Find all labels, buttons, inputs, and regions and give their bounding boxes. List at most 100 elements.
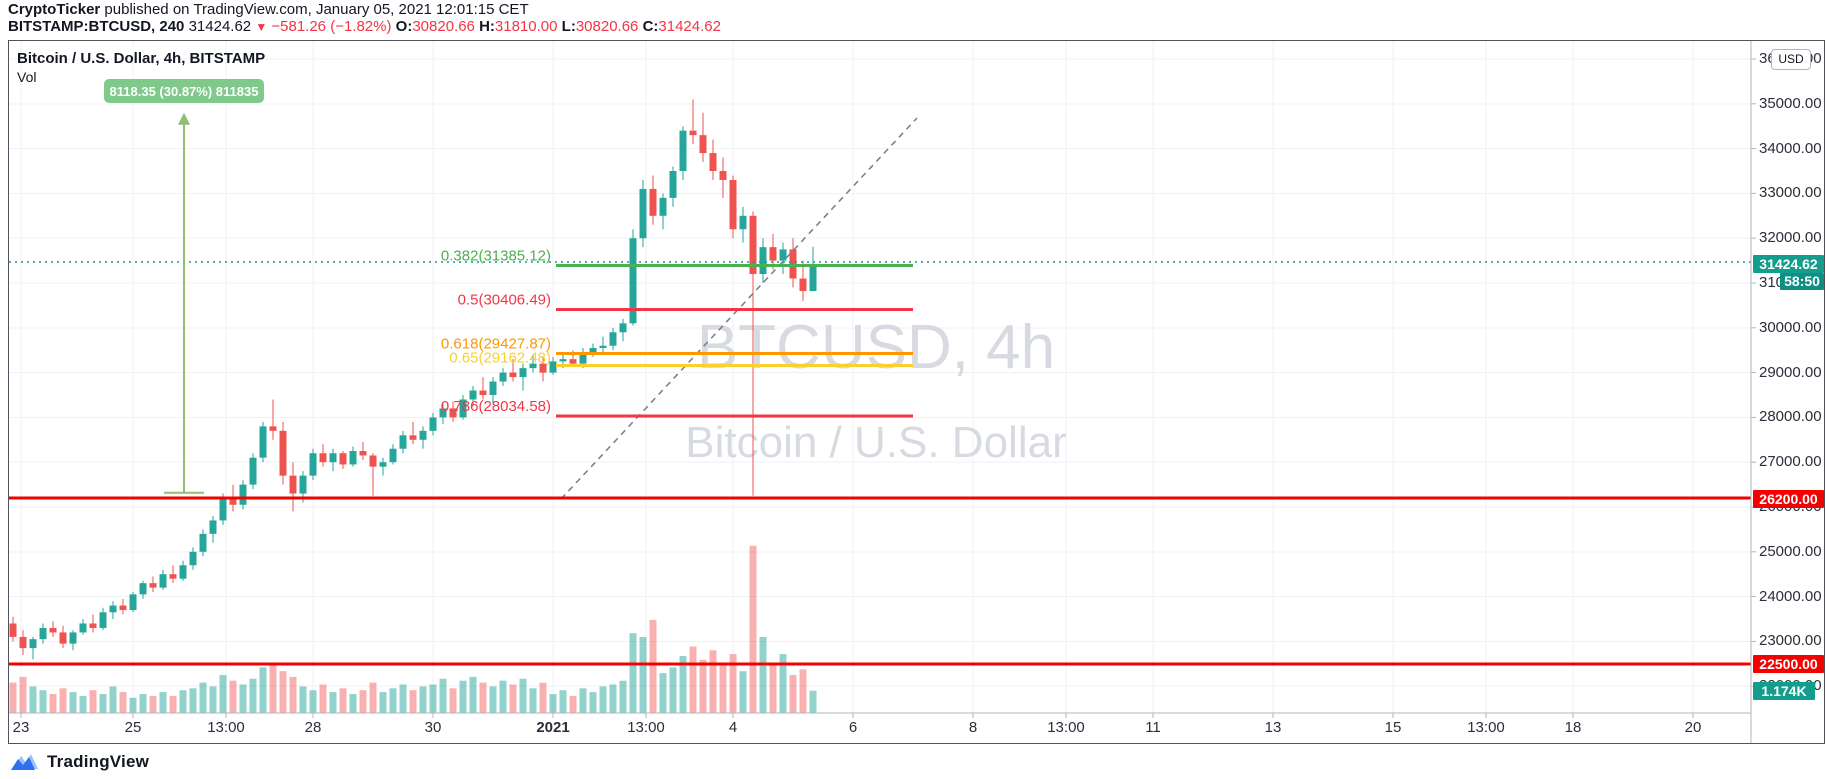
volume-bar — [669, 667, 677, 713]
close-value: 31424.62 — [658, 18, 721, 35]
candle-body — [429, 417, 437, 431]
volume-bar — [209, 686, 217, 713]
volume-bar — [659, 673, 667, 713]
candle-body — [699, 135, 707, 154]
volume-bar — [229, 680, 237, 713]
candle-body — [459, 399, 467, 418]
price-tick-label: 28000.00 — [1759, 408, 1822, 426]
quote-line: BITSTAMP:BTCUSD, 240 31424.62 ▼ −581.26 … — [8, 19, 1408, 35]
volume-bar — [649, 619, 657, 713]
volume-bar — [409, 690, 417, 713]
volume-bar — [749, 545, 757, 713]
time-tick-label: 11 — [1145, 719, 1161, 736]
volume-bar — [429, 684, 437, 713]
volume-bar — [359, 690, 367, 713]
volume-bar — [179, 690, 187, 713]
volume-bar — [369, 682, 377, 713]
candle-body — [159, 574, 167, 588]
chart-canvas[interactable]: BTCUSD, 4h Bitcoin / U.S. Dollar 0.382(313… — [9, 41, 1824, 743]
chart-frame: BTCUSD, 4h Bitcoin / U.S. Dollar 0.382(313… — [8, 40, 1825, 744]
byline: CryptoTicker published on TradingView.co… — [8, 1, 1408, 18]
volume-bar — [699, 659, 707, 713]
volume-bar — [19, 676, 27, 713]
candle-body — [39, 627, 47, 640]
candle-body — [549, 361, 557, 373]
volume-bar — [249, 678, 257, 713]
candle-body — [199, 533, 207, 552]
watermark-name: Bitcoin / U.S. Dollar — [685, 418, 1066, 467]
time-tick-label: 13:00 — [207, 719, 245, 736]
time-tick-label: 15 — [1384, 719, 1402, 736]
candle-body — [209, 520, 217, 534]
candle-body — [19, 636, 27, 649]
candle-body — [479, 390, 487, 395]
candle-body — [789, 249, 797, 279]
time-tick-label: 30 — [424, 719, 442, 736]
footer: TradingView — [10, 748, 149, 776]
volume-bar — [679, 656, 687, 713]
volume-bar — [469, 676, 477, 713]
price-tick-label: 34000.00 — [1759, 139, 1822, 157]
price-tick-label: 27000.00 — [1759, 453, 1822, 471]
candle-body — [299, 475, 307, 494]
price-tick-label: 35000.00 — [1759, 94, 1822, 112]
low-label: L: — [561, 18, 576, 35]
legend-title[interactable]: Bitcoin / U.S. Dollar, 4h, BITSTAMP — [17, 50, 266, 67]
candle-body — [169, 574, 177, 579]
volume-bar — [109, 686, 117, 713]
volume-badge: 1.174K — [1753, 682, 1815, 700]
candle-body — [629, 238, 637, 324]
countdown-badge: 58:50 — [1780, 273, 1824, 290]
volume-bar — [279, 671, 287, 713]
candle-body — [289, 475, 297, 494]
volume-bar — [639, 637, 647, 713]
volume-bar — [59, 688, 67, 713]
time-tick-label: 13:00 — [1047, 719, 1085, 736]
volume-bar — [789, 675, 797, 713]
close-label: C: — [642, 18, 659, 35]
legend-volume[interactable]: Vol — [17, 69, 37, 85]
tradingview-brand[interactable]: TradingView — [47, 752, 150, 771]
volume-bar — [319, 684, 327, 713]
low-value: 30820.66 — [575, 18, 639, 35]
candle-body — [379, 462, 387, 467]
candle-body — [749, 215, 757, 275]
price-axis[interactable]: 36000.0035000.0034000.0033000.0032000.00… — [1751, 41, 1824, 743]
candle-body — [799, 278, 807, 292]
time-tick-label: 6 — [848, 719, 858, 736]
candle-body — [139, 583, 147, 595]
candle-body — [769, 247, 777, 261]
volume-bar — [549, 694, 557, 713]
volume-bar — [149, 695, 157, 713]
candle-body — [709, 153, 717, 171]
volume-bar — [739, 671, 747, 713]
time-tick-label: 2021 — [536, 719, 570, 736]
candle-body — [649, 188, 657, 216]
candle-body — [249, 457, 257, 485]
candle-body — [729, 179, 737, 230]
volume-bar — [349, 694, 357, 713]
currency-toggle-button[interactable]: USD — [1771, 49, 1811, 70]
candle-body — [619, 323, 627, 333]
volume-bar — [129, 697, 137, 713]
candle-body — [719, 171, 727, 180]
volume-bar — [729, 654, 737, 713]
price-tick-label: 32000.00 — [1759, 229, 1822, 247]
chart-legend[interactable]: Bitcoin / U.S. Dollar, 4h, BITSTAMP Vol — [17, 49, 265, 86]
volume-bar — [569, 695, 577, 713]
candle-body — [569, 359, 577, 364]
candle-body — [809, 263, 817, 292]
candle-body — [359, 451, 367, 456]
candle-body — [229, 498, 237, 505]
time-tick-label: 28 — [304, 719, 322, 736]
candle-body — [599, 345, 607, 348]
volume-bar — [39, 690, 47, 713]
time-axis[interactable]: 23 25 13:00 28 30 2021 13:00 4 6 8 13:00 11 13 15 13:0… — [9, 715, 1751, 743]
tradingview-logo-icon[interactable] — [10, 751, 40, 773]
volume-bar — [589, 692, 597, 713]
candle-body — [669, 171, 677, 198]
high-label: H: — [479, 18, 495, 35]
volume-bar — [499, 680, 507, 713]
volume-bar — [169, 695, 177, 713]
volume-bar — [489, 686, 497, 713]
